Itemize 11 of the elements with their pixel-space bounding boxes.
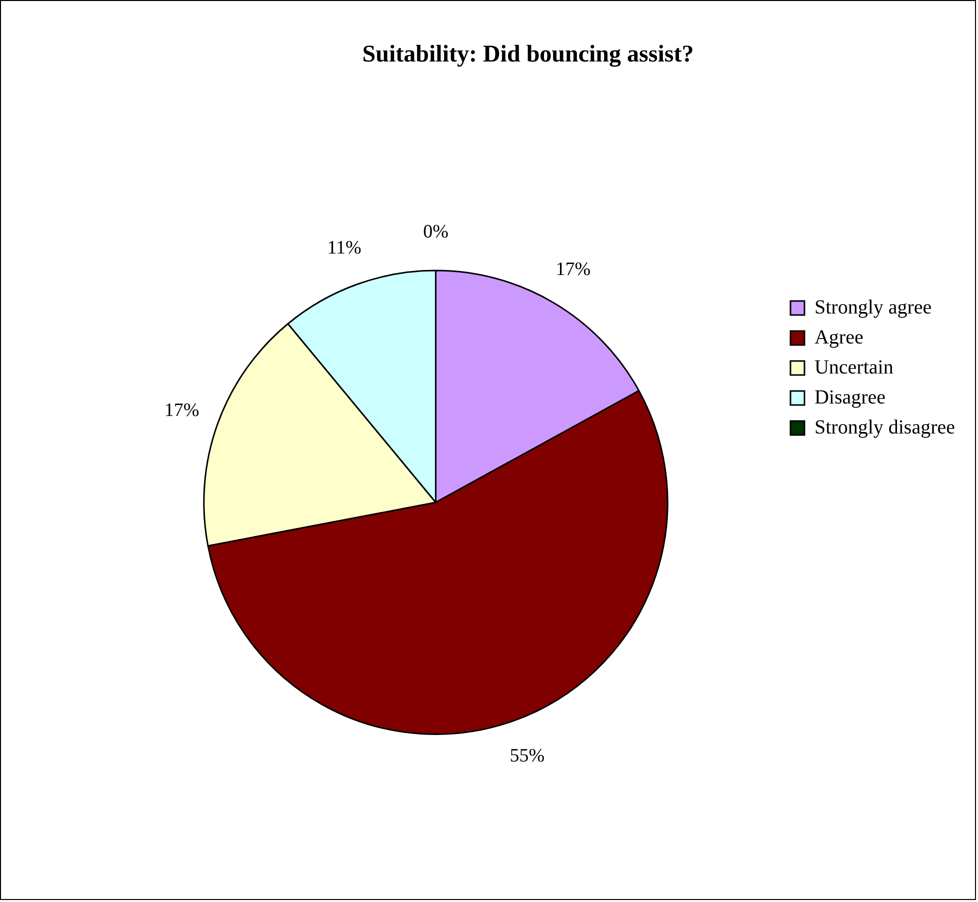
legend-label: Uncertain bbox=[814, 356, 894, 378]
chart-title: Suitability: Did bouncing assist? bbox=[362, 42, 694, 68]
legend-label: Strongly disagree bbox=[814, 416, 956, 438]
data-label: 17% bbox=[556, 259, 591, 280]
data-label: 11% bbox=[327, 237, 362, 258]
legend-label: Strongly agree bbox=[814, 296, 932, 318]
data-label: 17% bbox=[164, 400, 200, 421]
data-label: 55% bbox=[510, 745, 545, 766]
text: 0% bbox=[423, 222, 448, 243]
legend-label: Disagree bbox=[814, 386, 886, 408]
legend-label: Agree bbox=[814, 326, 864, 348]
